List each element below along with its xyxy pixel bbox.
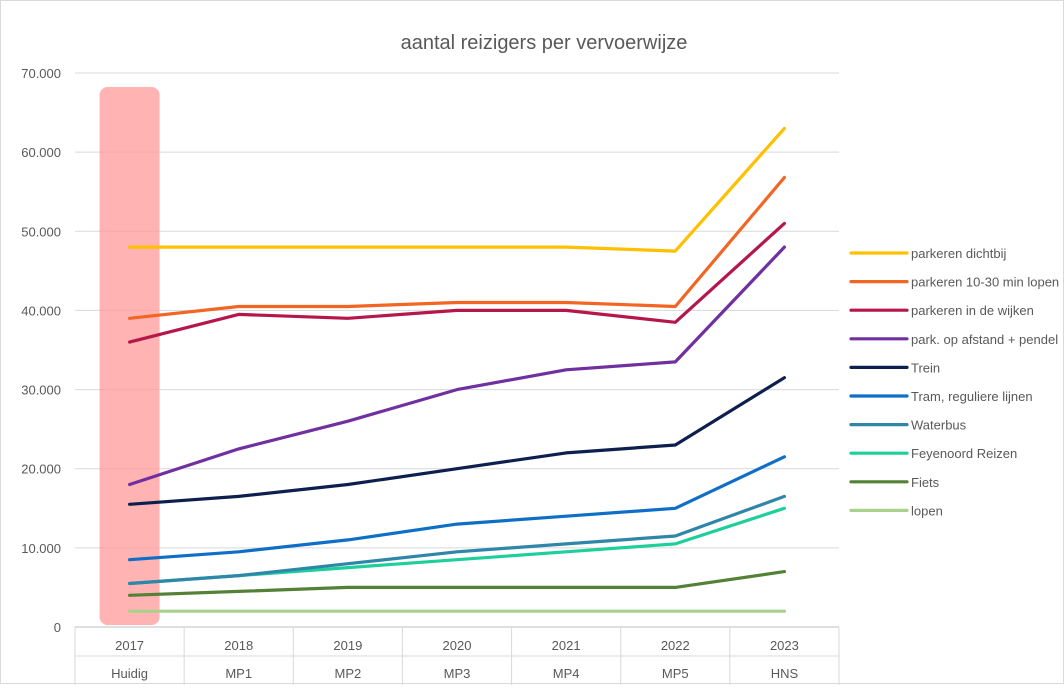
legend-item: Feyenoord Reizen — [849, 446, 1017, 461]
legend-label: parkeren dichtbij — [911, 246, 1006, 261]
axes: 0 10.000 20.000 30.000 40.000 50.000 60.000 70.… — [21, 66, 840, 685]
series-line — [128, 569, 787, 597]
x-tick-sublabel: MP3 — [444, 666, 471, 681]
legend-label: Trein — [911, 360, 940, 375]
series-line — [128, 376, 787, 506]
series-line — [128, 455, 787, 562]
series-lines — [128, 126, 787, 613]
x-tick-label: 2017 — [115, 638, 144, 653]
highlight-band — [99, 87, 160, 625]
x-tick-label: 2019 — [333, 638, 362, 653]
x-tick-label: 2021 — [552, 638, 581, 653]
series-line — [128, 245, 787, 487]
legend-label: lopen — [911, 503, 943, 518]
legend-item: parkeren in de wijken — [849, 303, 1034, 318]
x-tick-sublabel: Huidig — [111, 666, 148, 681]
legend-item: Fiets — [849, 475, 940, 490]
y-tick-label: 70.000 — [21, 66, 61, 81]
legend-item: Trein — [849, 360, 940, 375]
legend-label: parkeren in de wijken — [911, 303, 1034, 318]
legend-item: Waterbus — [849, 418, 967, 433]
legend-item: Tram, reguliere lijnen — [849, 389, 1033, 404]
x-tick-sublabel: MP5 — [662, 666, 689, 681]
legend-label: Waterbus — [911, 418, 967, 433]
series-line — [128, 126, 787, 253]
legend-label: park. op afstand + pendel — [911, 332, 1058, 347]
legend-label: parkeren 10-30 min lopen — [911, 275, 1059, 290]
x-tick-sublabel: MP4 — [553, 666, 580, 681]
series-line — [128, 506, 787, 586]
legend-label: Tram, reguliere lijnen — [911, 389, 1033, 404]
x-tick-sublabel: HNS — [771, 666, 799, 681]
x-tick-label: 2023 — [770, 638, 799, 653]
y-tick-label: 20.000 — [21, 462, 61, 477]
legend-label: Feyenoord Reizen — [911, 446, 1017, 461]
legend: parkeren dichtbij parkeren 10-30 min lope… — [849, 246, 1059, 518]
y-tick-label: 60.000 — [21, 145, 61, 160]
x-tick-label: 2018 — [224, 638, 253, 653]
legend-label: Fiets — [911, 475, 940, 490]
highlight-layer — [99, 87, 160, 625]
series-line — [128, 175, 787, 320]
series-line — [128, 494, 787, 586]
y-tick-label: 40.000 — [21, 303, 61, 318]
y-tick-label: 50.000 — [21, 224, 61, 239]
legend-item: lopen — [849, 503, 943, 518]
series-line — [128, 221, 787, 344]
legend-item: park. op afstand + pendel — [849, 332, 1058, 347]
x-tick-sublabel: MP2 — [334, 666, 361, 681]
chart-title: aantal reizigers per vervoerwijze — [401, 32, 688, 54]
legend-item: parkeren 10-30 min lopen — [849, 275, 1059, 290]
x-tick-sublabel: MP1 — [225, 666, 252, 681]
x-tick-label: 2020 — [443, 638, 472, 653]
y-tick-label: 10.000 — [21, 541, 61, 556]
y-tick-label: 0 — [54, 620, 61, 635]
x-tick-label: 2022 — [661, 638, 690, 653]
y-tick-label: 30.000 — [21, 383, 61, 398]
legend-item: parkeren dichtbij — [849, 246, 1006, 261]
